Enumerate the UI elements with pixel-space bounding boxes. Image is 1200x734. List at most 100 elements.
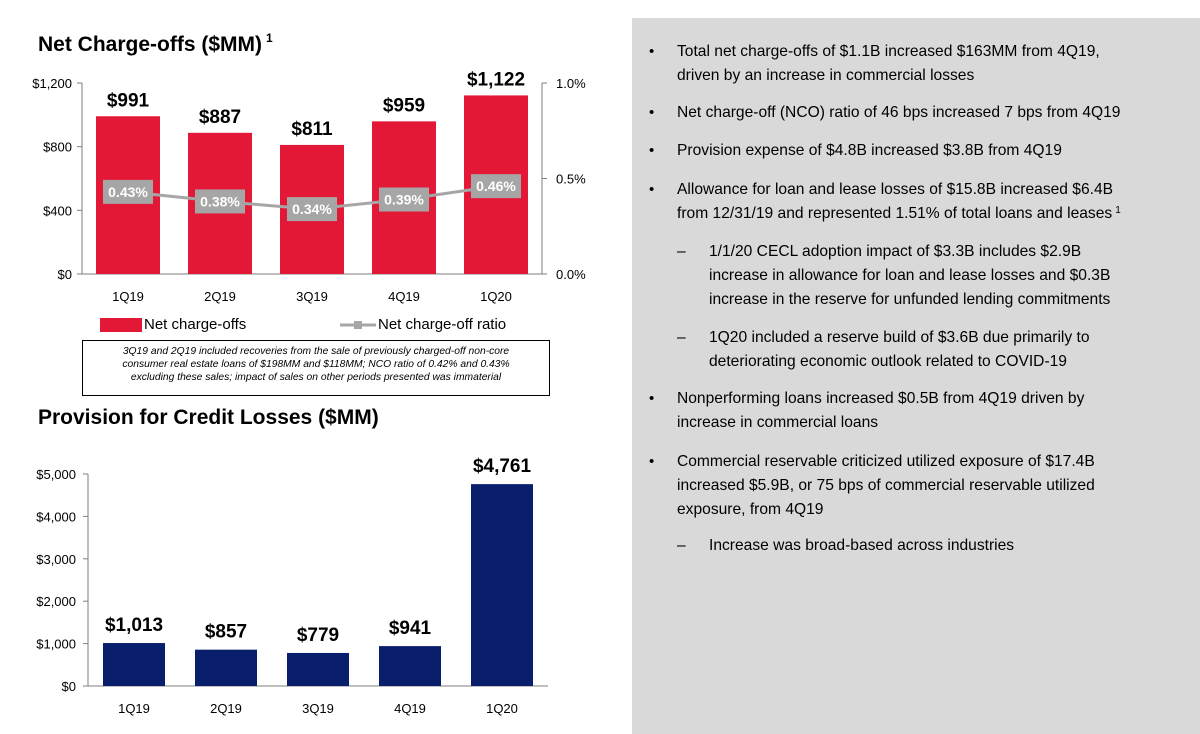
bullet-dot: • — [649, 43, 655, 60]
provision-value-label: $857 — [205, 622, 247, 643]
nco-chart-title: Net Charge-offs ($MM) 1 — [38, 31, 273, 57]
y-tick-label: $400 — [43, 203, 72, 218]
legend-swatch-red — [100, 317, 142, 332]
ratio-value-label: 0.34% — [292, 201, 332, 217]
ratio-value-label: 0.43% — [108, 184, 148, 200]
category-label: 2Q19 — [204, 289, 236, 304]
bullet-text-2: increase in commercial loans — [677, 414, 879, 431]
provision-chart: $0 $1,000 $2,000 $3,000 $4,000 $5,000 $1,013 1Q… — [36, 456, 548, 716]
nco-legend-line: Net charge-off ratio — [340, 316, 506, 333]
bullet-text: Total net charge-offs of $1.1B increased… — [677, 43, 1100, 60]
nco-value-label: $811 — [291, 119, 333, 140]
bullet-provision: • Provision expense of $4.8B increased $… — [649, 139, 1187, 163]
bullet-dot: • — [649, 142, 655, 159]
provision-value-label: $1,013 — [105, 615, 163, 636]
bullet-text: Nonperforming loans increased $0.5B from… — [677, 390, 1085, 407]
legend-label-nco: Net charge-offs — [144, 316, 247, 333]
bullet-text: Net charge-off (NCO) ratio of 46 bps inc… — [677, 104, 1121, 121]
sub-bullet-broad-based: – Increase was broad-based across indust… — [677, 534, 1179, 558]
bullet-dot: • — [649, 453, 655, 470]
nco-footnote-line-2: consumer real estate loans of $198MM and… — [122, 359, 510, 370]
provision-bar — [471, 484, 533, 686]
category-label: 1Q19 — [112, 289, 144, 304]
nco-legend-bars: Net charge-offs — [100, 316, 246, 333]
sub-bullet-text: Increase was broad-based across industri… — [709, 537, 1015, 554]
provision-value-label: $941 — [389, 618, 432, 639]
y-tick-label: $1,000 — [36, 637, 76, 652]
category-label: 2Q19 — [210, 701, 242, 716]
bullet-text-2-wrap: from 12/31/19 and represented 1.51% of t… — [677, 202, 1187, 226]
bullet-text: Provision expense of $4.8B increased $3.… — [677, 142, 1062, 159]
bullet-dot: • — [649, 181, 655, 198]
dash-marker: – — [677, 329, 686, 346]
nco-footnote-line-1: 3Q19 and 2Q19 included recoveries from t… — [122, 346, 510, 357]
y-tick-label: $800 — [43, 140, 72, 155]
bullet-nonperforming: • Nonperforming loans increased $0.5B fr… — [649, 387, 1187, 435]
y-tick-label: $2,000 — [36, 594, 76, 609]
ratio-marker — [103, 179, 153, 204]
sub-bullet-text-2: deteriorating economic outlook related t… — [709, 353, 1067, 370]
ratio-marker — [471, 174, 521, 199]
y-tick-label: $0 — [62, 679, 76, 694]
bullet-text: Commercial reservable criticized utilize… — [677, 453, 1095, 470]
ratio-marker — [379, 187, 429, 212]
bullet-allowance: • Allowance for loan and lease losses of… — [649, 178, 1187, 226]
provision-bar — [287, 652, 349, 686]
ratio-value-label: 0.38% — [200, 193, 240, 209]
bullet-nco-ratio: • Net charge-off (NCO) ratio of 46 bps i… — [649, 101, 1187, 125]
ratio-marker — [195, 189, 245, 214]
y2-tick-label: 0.0% — [556, 267, 586, 282]
y-tick-label: $1,200 — [32, 76, 72, 91]
bullet-dot: • — [649, 390, 655, 407]
category-label: 1Q19 — [118, 701, 150, 716]
ratio-marker — [287, 197, 337, 222]
nco-footnote-line-3: excluding these sales; impact of sales o… — [130, 372, 502, 383]
provision-chart-title: Provision for Credit Losses ($MM) — [38, 406, 379, 430]
ratio-value-label: 0.46% — [476, 178, 516, 194]
y-tick-label: $4,000 — [36, 509, 76, 524]
y2-tick-label: 0.5% — [556, 172, 586, 187]
y2-tick-label: 1.0% — [556, 76, 586, 91]
bullet-criticized-exposure: • Commercial reservable criticized utili… — [649, 450, 1187, 522]
nco-value-label: $887 — [199, 107, 241, 128]
sub-bullet-text: 1/1/20 CECL adoption impact of $3.3B inc… — [709, 243, 1082, 260]
sub-bullet-cecl: – 1/1/20 CECL adoption impact of $3.3B i… — [677, 240, 1179, 312]
y-tick-label: $0 — [58, 267, 72, 282]
category-label: 1Q20 — [486, 701, 518, 716]
nco-value-label: $959 — [383, 95, 425, 116]
sub-bullet-text-3: increase in the reserve for unfunded len… — [709, 291, 1111, 308]
nco-chart: $0 $400 $800 $1,200 0.0% 0.5% 1.0% $991 1Q19 $887… — [32, 69, 586, 304]
bullet-text-2: driven by an increase in commercial loss… — [677, 67, 975, 84]
legend-label-ratio: Net charge-off ratio — [378, 316, 507, 333]
bullet-text-2: from 12/31/19 and represented 1.51% of t… — [677, 205, 1113, 222]
y-tick-label: $5,000 — [36, 467, 76, 482]
nco-footnote: 3Q19 and 2Q19 included recoveries from t… — [82, 340, 550, 396]
provision-bar — [379, 646, 441, 686]
category-label: 3Q19 — [296, 289, 328, 304]
dash-marker: – — [677, 537, 686, 554]
provision-value-label: $4,761 — [473, 456, 532, 477]
bullet-dot: • — [649, 104, 655, 121]
nco-title-footnote: 1 — [266, 31, 273, 45]
ratio-value-label: 0.39% — [384, 192, 424, 208]
bullet-footnote: 1 — [1115, 205, 1121, 216]
category-label: 1Q20 — [480, 289, 512, 304]
bullet-text-3: exposure, from 4Q19 — [677, 501, 824, 518]
provision-chart-title-text: Provision for Credit Losses ($MM) — [38, 406, 379, 429]
y-tick-label: $3,000 — [36, 552, 76, 567]
category-label: 4Q19 — [388, 289, 420, 304]
nco-chart-title-text: Net Charge-offs ($MM) — [38, 33, 262, 56]
dash-marker: – — [677, 243, 686, 260]
nco-value-label: $991 — [107, 90, 150, 111]
bullet-text-2: increased $5.9B, or 75 bps of commercial… — [677, 477, 1095, 494]
provision-bar — [103, 643, 165, 686]
nco-value-label: $1,122 — [467, 69, 525, 90]
bullet-text: Allowance for loan and lease losses of $… — [677, 181, 1114, 198]
commentary-panel — [632, 18, 1200, 734]
legend-line-icon — [340, 320, 376, 329]
bullet-nco-total: • Total net charge-offs of $1.1B increas… — [649, 40, 1187, 88]
category-label: 3Q19 — [302, 701, 334, 716]
provision-bar — [195, 649, 257, 686]
sub-bullet-text-2: increase in allowance for loan and lease… — [709, 267, 1111, 284]
sub-bullet-reserve-build: – 1Q20 included a reserve build of $3.6B… — [677, 326, 1179, 374]
